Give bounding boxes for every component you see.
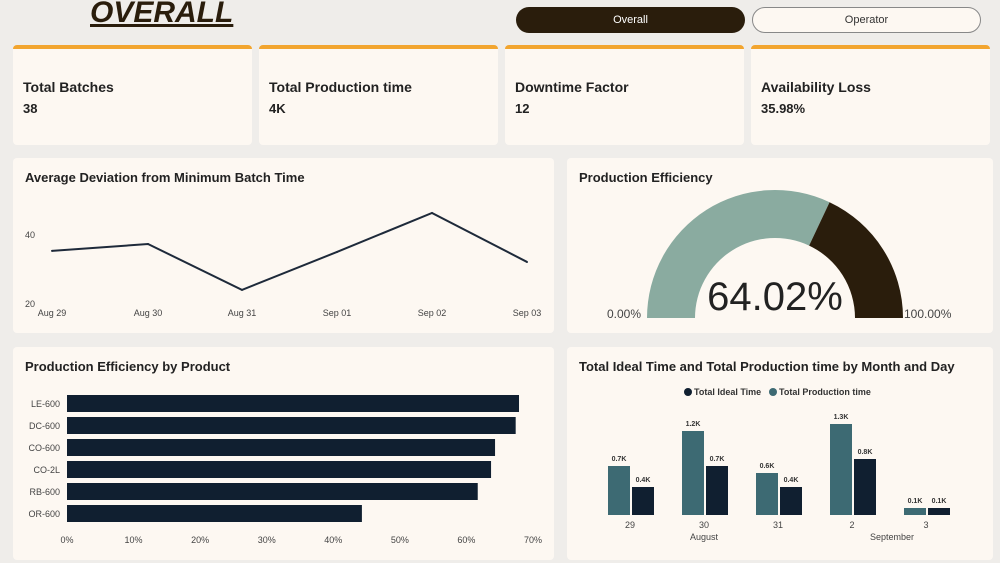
x-tick-label: Sep 03: [513, 308, 542, 318]
x-tick-label: 20%: [191, 535, 209, 545]
chart-title: Production Efficiency by Product: [25, 359, 231, 374]
bar-29: [632, 487, 654, 515]
chart-title: Total Ideal Time and Total Production ti…: [579, 359, 955, 374]
kpi-label: Availability Loss: [761, 79, 871, 95]
page-title: OVERALL: [90, 0, 234, 29]
bar-CO-2L: [67, 461, 492, 478]
chart-title: Average Deviation from Minimum Batch Tim…: [25, 170, 305, 185]
kpi-value: 4K: [269, 101, 286, 116]
data-line: [51, 211, 528, 291]
line-chart: 20 40 Aug 29 Aug 30 Aug 31 Sep 01 Sep 02 Sep 03: [25, 211, 542, 318]
x-tick-label: 50%: [391, 535, 409, 545]
x-tick-label: Aug 31: [228, 308, 257, 318]
gauge-card: Production Efficiency 64.02% 0.00% 100.00%: [567, 158, 993, 333]
data-label: 0.8K: [858, 449, 873, 456]
data-label: 0.4K: [636, 477, 651, 484]
kpi-card-downtime-factor: Downtime Factor 12: [505, 45, 744, 145]
data-label: 0.7K: [612, 456, 627, 463]
column-chart: Total Ideal Time Total Production time 0.7…: [608, 387, 950, 542]
x-tick-label: 2: [849, 520, 854, 530]
category-label: DC-600: [29, 421, 60, 431]
category-label: CO-2L: [33, 465, 60, 475]
gauge-value-label: 64.02%: [707, 275, 843, 319]
x-tick-label: Sep 02: [418, 308, 447, 318]
x-tick-label: 0%: [60, 535, 73, 545]
category-label: RB-600: [29, 487, 60, 497]
hbar-chart-card: Production Efficiency by Product LE-600 D…: [13, 347, 554, 560]
x-tick-label: 70%: [524, 535, 542, 545]
legend-marker: [684, 388, 692, 396]
data-point: [241, 288, 243, 291]
bar-30: [682, 431, 704, 515]
kpi-value: 12: [515, 101, 530, 116]
kpi-label: Downtime Factor: [515, 79, 629, 95]
gauge-min-label: 0.00%: [607, 307, 641, 321]
data-label: 1.2K: [686, 421, 701, 428]
gauge-chart: 64.02% 0.00% 100.00%: [607, 189, 952, 321]
x-tick-label: 40%: [324, 535, 342, 545]
hbar-chart: LE-600 DC-600 CO-600 CO-2L RB-600 OR-600 0% 10%…: [28, 395, 542, 545]
x-tick-label: 60%: [457, 535, 475, 545]
bar-3: [928, 508, 950, 515]
bar-OR-600: [67, 505, 362, 522]
kpi-label: Total Production time: [269, 79, 412, 95]
data-point: [336, 250, 338, 253]
data-point: [431, 211, 433, 214]
y-tick-label: 20: [25, 299, 35, 309]
x-tick-label: 10%: [125, 535, 143, 545]
category-label: CO-600: [28, 443, 60, 453]
bar-3: [904, 508, 926, 515]
month-label: September: [870, 532, 914, 542]
kpi-value: 35.98%: [761, 101, 806, 116]
bar-DC-600: [67, 417, 516, 434]
data-label: 0.1K: [932, 498, 947, 505]
bar-31: [780, 487, 802, 515]
bar-RB-600: [67, 483, 478, 500]
bar-29: [608, 466, 630, 515]
gauge-value-arc: [647, 189, 830, 318]
operator-toggle-button[interactable]: Operator: [752, 7, 981, 33]
bar-CO-600: [67, 439, 496, 456]
data-point: [147, 243, 149, 246]
legend-label: Total Ideal Time: [694, 387, 761, 397]
data-label: 0.7K: [710, 456, 725, 463]
chart-title: Production Efficiency: [579, 170, 713, 185]
legend-marker: [769, 388, 777, 396]
x-tick-label: Aug 30: [134, 308, 163, 318]
data-point: [51, 249, 53, 252]
bar-31: [756, 473, 778, 515]
x-tick-label: 30%: [258, 535, 276, 545]
kpi-label: Total Batches: [23, 79, 114, 95]
x-tick-label: Sep 01: [323, 308, 352, 318]
bar-2: [830, 424, 852, 515]
category-label: LE-600: [31, 399, 60, 409]
x-tick-label: Aug 29: [38, 308, 67, 318]
data-label: 0.6K: [760, 463, 775, 470]
gauge-remaining-arc: [809, 202, 903, 318]
data-label: 1.3K: [834, 414, 849, 421]
kpi-card-total-production-time: Total Production time 4K: [259, 45, 498, 145]
x-tick-label: 29: [625, 520, 635, 530]
line-chart-card: Average Deviation from Minimum Batch Tim…: [13, 158, 554, 333]
category-label: OR-600: [28, 509, 60, 519]
column-chart-card: Total Ideal Time and Total Production ti…: [567, 347, 993, 560]
x-tick-label: 30: [699, 520, 709, 530]
y-tick-label: 40: [25, 230, 35, 240]
overall-toggle-button[interactable]: Overall: [516, 7, 745, 33]
kpi-value: 38: [23, 101, 38, 116]
bar-30: [706, 466, 728, 515]
bar-LE-600: [67, 395, 520, 412]
legend-label: Total Production time: [779, 387, 871, 397]
data-point: [526, 260, 528, 263]
kpi-card-total-batches: Total Batches 38: [13, 45, 252, 145]
gauge-max-label: 100.00%: [904, 307, 952, 321]
month-label: August: [690, 532, 719, 542]
kpi-card-availability-loss: Availability Loss 35.98%: [751, 45, 990, 145]
data-label: 0.1K: [908, 498, 923, 505]
x-tick-label: 3: [923, 520, 928, 530]
bar-2: [854, 459, 876, 515]
x-tick-label: 31: [773, 520, 783, 530]
data-label: 0.4K: [784, 477, 799, 484]
